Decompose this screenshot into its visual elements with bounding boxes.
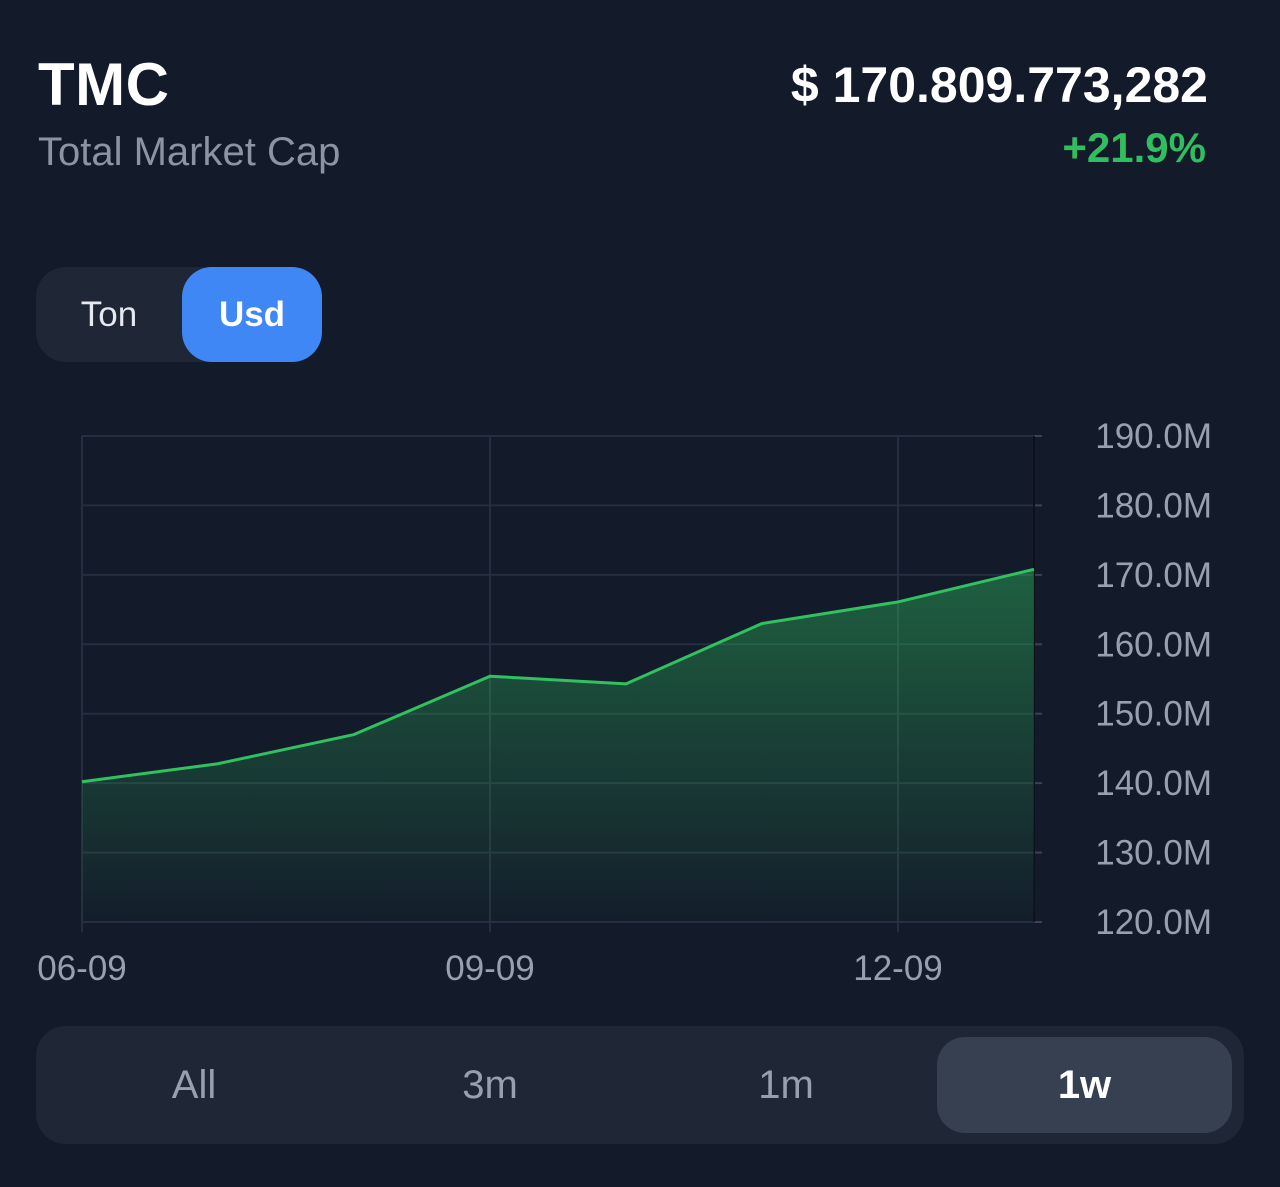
x-tick-label: 06-09 xyxy=(37,949,127,988)
area-fill xyxy=(82,569,1034,922)
data-point xyxy=(488,674,492,678)
change-percent: +21.9% xyxy=(1062,124,1206,171)
currency-toggle: Ton Usd xyxy=(36,267,322,362)
range-all-button[interactable]: All xyxy=(171,1063,217,1107)
data-point xyxy=(216,762,220,766)
range-3m-button[interactable]: 3m xyxy=(462,1063,518,1107)
y-tick-label: 120.0M xyxy=(1095,903,1212,942)
data-point xyxy=(896,600,900,604)
series-line xyxy=(81,567,1035,784)
data-point xyxy=(760,621,764,625)
y-tick-label: 150.0M xyxy=(1095,695,1212,734)
ticker-symbol: TMC xyxy=(38,51,170,118)
y-tick-label: 140.0M xyxy=(1095,764,1212,803)
time-range-selector: All 3m 1m 1w xyxy=(36,1026,1244,1144)
x-tick-label: 12-09 xyxy=(853,949,943,988)
range-1m-button[interactable]: 1m xyxy=(758,1063,814,1107)
y-tick-label: 180.0M xyxy=(1095,486,1212,525)
data-point xyxy=(80,780,84,784)
y-tick-label: 170.0M xyxy=(1095,556,1212,595)
data-point xyxy=(624,682,628,686)
currency-option-usd[interactable]: Usd xyxy=(182,267,322,362)
market-cap-value: $ 170.809.773,282 xyxy=(790,57,1208,113)
currency-option-ton[interactable]: Ton xyxy=(80,295,138,334)
y-tick-label: 160.0M xyxy=(1095,625,1212,664)
market-cap-chart: 190.0M 180.0M 170.0M 160.0M 150.0M 140.0M 130.… xyxy=(37,417,1212,988)
ticker-name: Total Market Cap xyxy=(38,130,341,174)
data-point xyxy=(352,733,356,737)
x-tick-label: 09-09 xyxy=(445,949,535,988)
y-tick-label: 130.0M xyxy=(1095,834,1212,873)
y-tick-label: 190.0M xyxy=(1095,417,1212,456)
data-point xyxy=(1032,567,1036,571)
range-1w-button[interactable]: 1w xyxy=(937,1037,1232,1133)
